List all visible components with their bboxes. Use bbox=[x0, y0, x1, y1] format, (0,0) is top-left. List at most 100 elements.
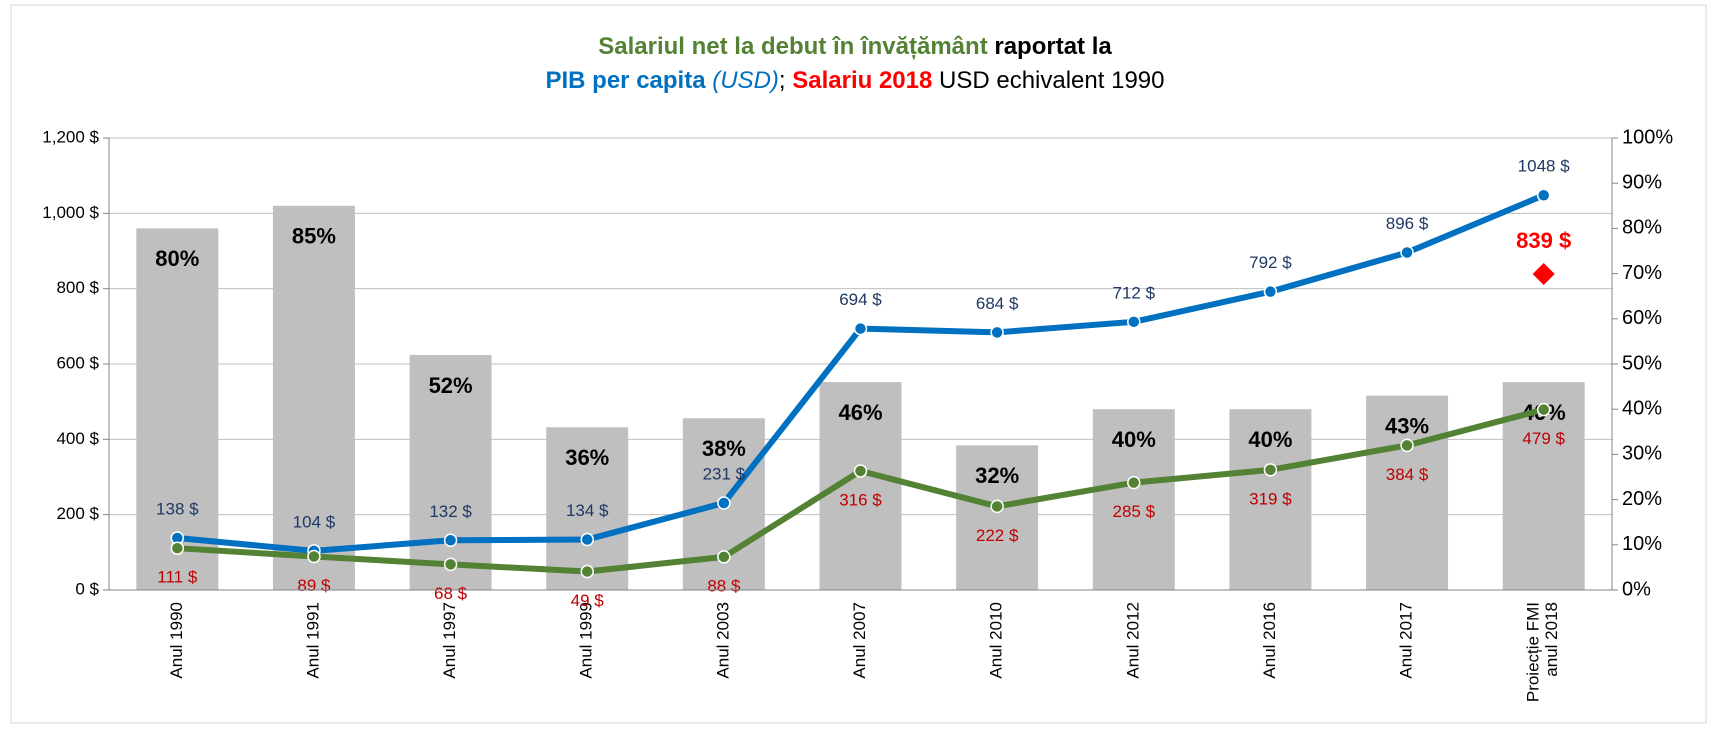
y2-tick-label: 100% bbox=[1622, 126, 1673, 148]
y-tick-label: 200 $ bbox=[56, 504, 99, 523]
point bbox=[1127, 315, 1141, 329]
bar bbox=[546, 427, 629, 590]
bar-label: 32% bbox=[975, 463, 1019, 488]
x-tick-label: Anul 2003 bbox=[713, 602, 732, 679]
y2-tick-label: 50% bbox=[1622, 352, 1662, 374]
point bbox=[1400, 245, 1414, 260]
y2-tick-label: 0% bbox=[1622, 578, 1651, 600]
point-label: 134 $ bbox=[566, 501, 609, 520]
y-tick-label: 600 $ bbox=[56, 353, 99, 372]
title-part: (USD) bbox=[706, 67, 779, 94]
point-label: 694 $ bbox=[839, 290, 882, 309]
y-tick-label: 800 $ bbox=[56, 278, 99, 297]
point bbox=[443, 557, 458, 572]
bar-label: 80% bbox=[155, 246, 199, 271]
bar-label: 85% bbox=[292, 224, 336, 249]
point-label: 316 $ bbox=[839, 490, 882, 509]
title-part: PIB per capita bbox=[546, 67, 707, 94]
x-tick-label: Anul 1999 bbox=[577, 602, 596, 679]
bar bbox=[409, 354, 492, 590]
title-part: USD echivalent 1990 bbox=[932, 67, 1164, 94]
y-tick-label: 1,200 $ bbox=[42, 127, 99, 146]
bar bbox=[136, 228, 219, 590]
point-label: 89 $ bbox=[297, 576, 331, 595]
point-label: 111 $ bbox=[157, 568, 198, 587]
bar-label: 40% bbox=[1112, 427, 1156, 452]
x-tick-label: Anul 2016 bbox=[1260, 602, 1279, 679]
point-label: 88 $ bbox=[707, 576, 741, 595]
title-part: ; bbox=[779, 67, 792, 94]
point bbox=[170, 541, 185, 555]
diamond-marker bbox=[1532, 262, 1555, 285]
bar-label: 43% bbox=[1385, 413, 1429, 438]
x-tick-label: Anul 1997 bbox=[440, 602, 459, 679]
point bbox=[1263, 284, 1278, 299]
bar bbox=[1366, 395, 1449, 590]
point bbox=[1127, 475, 1141, 490]
point bbox=[1536, 402, 1551, 417]
bar-label: 36% bbox=[565, 445, 609, 470]
chart-title: Salariul net la debut în învățământ rapo… bbox=[598, 33, 1112, 60]
x-tick-label: Anul 1991 bbox=[303, 602, 322, 679]
title-part: raportat la bbox=[988, 33, 1113, 60]
bar bbox=[956, 445, 1039, 590]
y2-tick-label: 70% bbox=[1622, 262, 1662, 284]
x-tick-label: Anul 2007 bbox=[850, 602, 869, 679]
y2-tick-label: 20% bbox=[1622, 488, 1662, 510]
point bbox=[853, 321, 868, 336]
point-label: 285 $ bbox=[1112, 502, 1155, 521]
x-tick-label: Anul 1990 bbox=[167, 602, 186, 679]
y2-tick-label: 80% bbox=[1622, 217, 1662, 239]
point-label: 792 $ bbox=[1249, 253, 1292, 272]
point-label: 1048 $ bbox=[1518, 157, 1571, 176]
point-label: 138 $ bbox=[156, 500, 199, 519]
point bbox=[1400, 438, 1414, 453]
bar bbox=[1092, 409, 1175, 590]
bar-label: 40% bbox=[1248, 427, 1292, 452]
point bbox=[717, 496, 731, 510]
y2-tick-label: 40% bbox=[1622, 397, 1662, 419]
point bbox=[1536, 188, 1551, 203]
point-label: 68 $ bbox=[434, 584, 468, 603]
x-tick-line: anul 2018 bbox=[1543, 602, 1562, 677]
y-tick-label: 400 $ bbox=[56, 429, 99, 448]
x-tick-label: Anul 2017 bbox=[1397, 602, 1416, 679]
point-label: 104 $ bbox=[293, 512, 336, 531]
point-label: 49 $ bbox=[571, 591, 605, 610]
bar-label: 46% bbox=[838, 400, 882, 425]
bar-label: 52% bbox=[429, 373, 473, 398]
y2-tick-label: 10% bbox=[1622, 533, 1662, 555]
point bbox=[1263, 463, 1278, 477]
point-label: 479 $ bbox=[1522, 429, 1565, 448]
point bbox=[717, 550, 731, 564]
y2-tick-label: 90% bbox=[1622, 171, 1662, 193]
point bbox=[580, 564, 594, 579]
bar-label: 38% bbox=[702, 436, 746, 461]
title-part: Salariul net la debut în învățământ bbox=[598, 33, 987, 60]
y2-tick-label: 30% bbox=[1622, 443, 1662, 465]
x-tick-label: Anul 2010 bbox=[987, 602, 1006, 679]
point-label: 896 $ bbox=[1386, 214, 1429, 233]
title-part: Salariu 2018 bbox=[792, 67, 932, 94]
point-label: 384 $ bbox=[1386, 465, 1429, 484]
x-tick-line: Proiecție FMI bbox=[1524, 602, 1543, 702]
marker-label: 839 $ bbox=[1516, 228, 1571, 253]
point bbox=[853, 464, 868, 478]
y-tick-label: 1,000 $ bbox=[42, 203, 99, 222]
bar bbox=[272, 205, 355, 591]
x-tick-label: Proiecție FMIanul 2018 bbox=[1524, 602, 1562, 702]
bar bbox=[1229, 409, 1312, 590]
point bbox=[990, 499, 1004, 514]
point-label: 712 $ bbox=[1112, 283, 1155, 302]
y2-tick-label: 60% bbox=[1622, 307, 1662, 329]
point bbox=[580, 532, 594, 547]
point-label: 222 $ bbox=[976, 526, 1019, 545]
x-tick-label: Anul 2012 bbox=[1123, 602, 1142, 679]
point-label: 684 $ bbox=[976, 294, 1019, 313]
chart-title: PIB per capita (USD); Salariu 2018 USD e… bbox=[546, 67, 1165, 94]
point bbox=[307, 549, 321, 564]
y-tick-label: 0 $ bbox=[75, 579, 99, 598]
point bbox=[990, 325, 1004, 340]
point-label: 132 $ bbox=[429, 502, 472, 521]
